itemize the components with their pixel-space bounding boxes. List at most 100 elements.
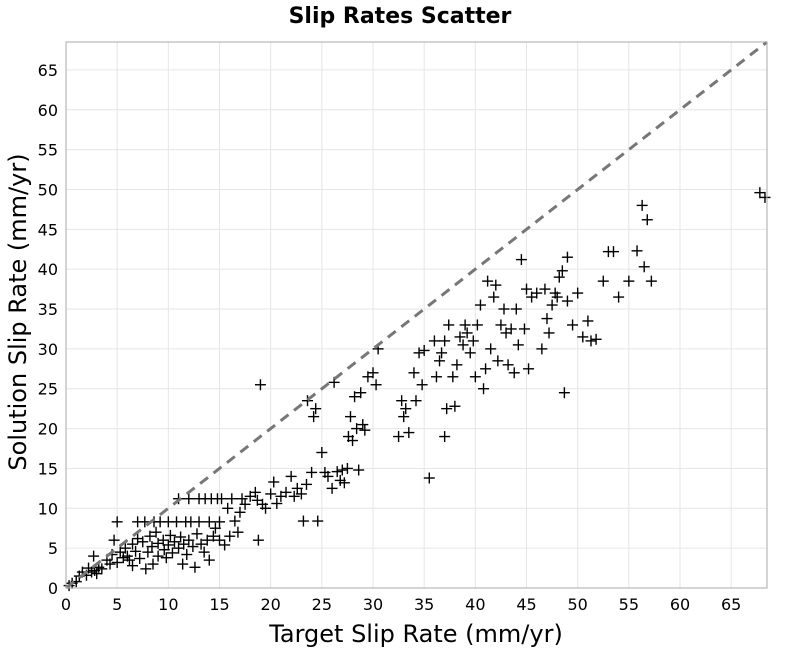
x-tick-label: 45	[516, 595, 536, 614]
data-point	[638, 261, 650, 273]
reference-line	[65, 40, 768, 590]
data-point	[613, 291, 625, 303]
data-point	[254, 379, 266, 391]
data-point	[344, 411, 356, 423]
data-point	[428, 335, 440, 347]
data-point	[150, 526, 162, 538]
data-point	[326, 482, 338, 494]
data-point	[585, 335, 597, 347]
data-point	[224, 530, 236, 542]
data-point	[146, 541, 158, 553]
data-point	[142, 546, 154, 558]
data-point	[203, 554, 215, 566]
data-point	[430, 371, 442, 383]
data-point	[459, 319, 471, 331]
data-point	[295, 488, 307, 500]
x-axis-label: Target Slip Rate (mm/yr)	[268, 620, 563, 648]
data-point	[521, 283, 533, 295]
chart-title: Slip Rates Scatter	[289, 4, 512, 29]
data-point	[108, 534, 120, 546]
data-point	[582, 315, 594, 327]
data-point	[214, 516, 226, 528]
data-point	[288, 490, 300, 502]
data-point	[631, 245, 643, 257]
data-point	[162, 539, 174, 551]
data-point	[408, 367, 420, 379]
data-point	[597, 275, 609, 287]
x-tick-labels: 0 5 10 15 20 25 30 35 40 45 50 55 60 65	[61, 595, 741, 614]
data-point	[536, 343, 548, 355]
data-point	[636, 199, 648, 211]
data-point	[236, 493, 248, 505]
data-point	[134, 553, 146, 565]
y-tick-label: 35	[38, 300, 58, 319]
data-point	[130, 545, 142, 557]
data-point	[457, 339, 469, 351]
y-tick-label: 0	[48, 579, 58, 598]
data-point	[543, 327, 555, 339]
data-point	[322, 470, 334, 482]
data-point	[461, 327, 473, 339]
data-point	[471, 319, 483, 331]
data-point	[127, 560, 139, 572]
data-point	[347, 435, 359, 447]
data-point	[183, 534, 195, 546]
data-point	[302, 395, 314, 407]
data-point	[351, 423, 363, 435]
x-tick-label: 10	[158, 595, 178, 614]
data-point	[187, 541, 199, 553]
data-point	[349, 391, 361, 403]
data-point	[226, 493, 238, 505]
data-point	[300, 478, 312, 490]
data-point	[164, 529, 176, 541]
y-tick-label: 5	[48, 539, 58, 558]
data-point	[518, 323, 530, 335]
data-point	[492, 355, 504, 367]
data-point	[641, 214, 653, 226]
data-point	[127, 538, 139, 550]
data-point	[495, 319, 507, 331]
y-tick-label: 55	[38, 141, 58, 160]
data-point	[104, 558, 116, 570]
data-point	[567, 319, 579, 331]
data-point	[498, 303, 510, 315]
data-point	[416, 379, 428, 391]
data-point	[144, 530, 156, 542]
data-point	[139, 516, 151, 528]
data-point	[209, 522, 221, 534]
data-point	[645, 275, 657, 287]
data-point	[413, 347, 425, 359]
data-point	[280, 486, 292, 498]
data-point	[441, 403, 453, 415]
data-point	[183, 493, 195, 505]
data-point	[464, 347, 476, 359]
x-tick-label: 0	[61, 595, 71, 614]
data-point	[474, 299, 486, 311]
data-point	[488, 291, 500, 303]
data-point	[338, 477, 350, 489]
data-point	[316, 446, 328, 458]
y-tick-label: 65	[38, 61, 58, 80]
data-point	[454, 331, 466, 343]
data-point	[418, 344, 430, 356]
data-point	[214, 534, 226, 546]
data-point	[239, 498, 251, 510]
data-point	[400, 403, 412, 415]
data-point	[403, 427, 415, 439]
data-point	[478, 383, 490, 395]
data-point	[123, 554, 135, 566]
x-tick-label: 50	[567, 595, 587, 614]
data-point	[306, 466, 318, 478]
y-tick-label: 40	[38, 260, 58, 279]
data-point	[312, 515, 324, 527]
data-point	[249, 486, 261, 498]
data-point	[152, 550, 164, 562]
data-point	[91, 568, 103, 580]
data-point	[310, 403, 322, 415]
data-points	[63, 187, 771, 592]
y-tick-label: 45	[38, 220, 58, 239]
data-point	[177, 558, 189, 570]
data-point	[482, 275, 494, 287]
data-point	[443, 319, 455, 331]
